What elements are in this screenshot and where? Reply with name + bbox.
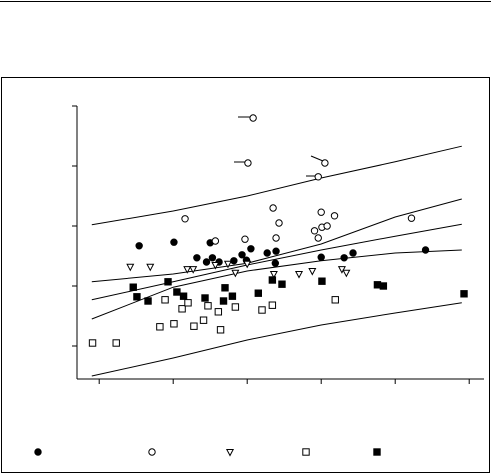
fit-curve	[91, 302, 462, 377]
chart-frame	[1, 77, 490, 473]
data-point	[204, 302, 212, 310]
data-point	[183, 266, 192, 274]
data-point	[340, 254, 348, 262]
data-point	[201, 294, 209, 302]
data-point	[88, 339, 97, 347]
data-point	[156, 323, 164, 331]
data-point	[317, 208, 325, 216]
data-point	[342, 269, 351, 278]
data-point	[318, 277, 326, 285]
legend-marker	[302, 448, 310, 456]
data-point	[244, 159, 252, 167]
data-point	[268, 276, 277, 284]
data-point	[170, 238, 178, 246]
data-point	[258, 306, 266, 314]
data-point	[228, 292, 237, 300]
data-point	[321, 159, 329, 167]
legend-marker	[225, 448, 235, 457]
leader-line	[310, 155, 324, 162]
fit-curve	[91, 223, 462, 301]
data-point	[310, 227, 319, 235]
data-point	[219, 297, 228, 305]
data-point	[272, 234, 280, 242]
data-point	[216, 326, 225, 334]
data-point	[170, 320, 178, 328]
data-point	[294, 270, 304, 279]
data-point	[144, 297, 152, 305]
data-point	[421, 246, 430, 254]
data-point	[238, 251, 246, 259]
data-point	[331, 296, 339, 304]
data-point	[133, 293, 141, 301]
data-point	[407, 214, 416, 222]
data-point	[337, 266, 346, 274]
data-point	[211, 237, 220, 245]
data-point	[173, 288, 181, 296]
data-point	[278, 280, 286, 288]
data-point	[241, 235, 249, 243]
data-point	[179, 292, 188, 300]
data-point	[184, 299, 192, 307]
data-point	[249, 114, 257, 122]
data-point	[164, 278, 172, 286]
data-point	[317, 253, 325, 261]
legend-marker	[148, 448, 156, 456]
data-point	[314, 234, 322, 242]
data-point	[247, 245, 255, 253]
data-point	[161, 296, 169, 304]
data-point	[269, 204, 277, 212]
legend-marker	[34, 448, 42, 456]
data-point	[208, 254, 217, 262]
data-point	[202, 258, 211, 266]
data-point	[181, 215, 189, 223]
fit-curve	[91, 249, 462, 320]
leader-lines	[234, 116, 324, 177]
data-point	[221, 284, 229, 292]
fit-curve	[91, 145, 462, 226]
data-point	[112, 339, 120, 347]
data-point	[271, 259, 280, 267]
data-point	[269, 270, 278, 279]
data-point	[263, 249, 271, 257]
data-point	[268, 301, 277, 309]
data-point	[308, 267, 317, 276]
data-point	[275, 219, 283, 227]
data-point	[460, 290, 468, 298]
data-point	[379, 282, 388, 290]
data-point	[231, 269, 240, 278]
data-point	[193, 254, 201, 262]
data-point	[146, 263, 155, 272]
data-point	[272, 247, 280, 255]
data-point	[314, 173, 322, 181]
data-point	[189, 266, 198, 274]
legend-marker	[373, 448, 381, 456]
data-point	[214, 308, 223, 316]
data-point	[231, 303, 240, 311]
data-point	[211, 261, 220, 270]
data-point	[135, 242, 143, 250]
data-point	[190, 322, 198, 330]
data-point	[178, 305, 186, 313]
data-point	[323, 222, 331, 230]
data-point	[243, 260, 252, 269]
data-point	[223, 260, 232, 269]
fit-curve	[91, 198, 462, 283]
data-point	[349, 249, 357, 257]
data-point	[126, 263, 135, 272]
data-point	[330, 212, 339, 220]
data-point	[199, 316, 208, 324]
data-point	[254, 289, 263, 297]
data-point	[129, 283, 137, 291]
